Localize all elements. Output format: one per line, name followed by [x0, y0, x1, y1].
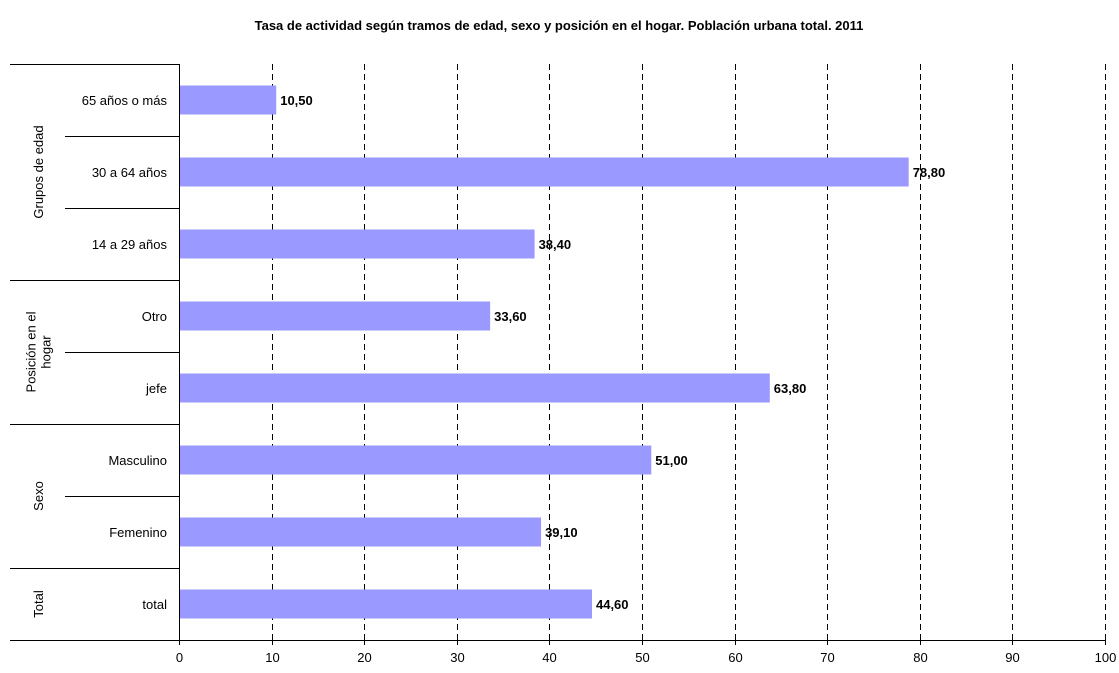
data-label: 78,80 — [913, 165, 946, 180]
category-label: Otro — [142, 309, 167, 324]
category-label: total — [142, 597, 167, 612]
bar — [179, 85, 277, 115]
group-label-line: Grupos de edad — [31, 125, 46, 218]
x-tick-label: 50 — [635, 650, 649, 665]
category-label: 14 a 29 años — [92, 237, 168, 252]
data-label: 39,10 — [545, 525, 578, 540]
data-label: 33,60 — [494, 309, 527, 324]
category-label: 65 años o más — [82, 93, 168, 108]
x-tick-label: 10 — [265, 650, 279, 665]
axes-layer — [10, 64, 1106, 645]
bar — [179, 445, 652, 475]
x-tick-label: 90 — [1005, 650, 1019, 665]
category-label: jefe — [145, 381, 167, 396]
x-tick-label: 100 — [1095, 650, 1117, 665]
group-label: Posición en el hogar — [24, 311, 54, 392]
x-tick-label: 70 — [820, 650, 834, 665]
group-label-line: hogar — [39, 335, 54, 369]
bar — [179, 517, 542, 547]
bar — [179, 301, 491, 331]
group-label-line: Sexo — [31, 481, 46, 511]
bars-layer — [179, 85, 909, 619]
labels-layer: 0 10 20 30 40 50 60 70 80 90 100 10,50 65 años o más… — [24, 93, 1117, 665]
data-label: 63,80 — [774, 381, 807, 396]
x-tick-label: 0 — [176, 650, 183, 665]
bar — [179, 229, 535, 259]
bar — [179, 373, 770, 403]
group-label-line: Total — [31, 590, 46, 618]
chart-title: Tasa de actividad según tramos de edad, … — [255, 18, 864, 33]
x-tick-label: 30 — [450, 650, 464, 665]
x-tick-label: 60 — [728, 650, 742, 665]
data-label: 38,40 — [539, 237, 572, 252]
x-tick-label: 40 — [542, 650, 556, 665]
group-label: Sexo — [31, 481, 46, 511]
x-tick-label: 20 — [357, 650, 371, 665]
category-label: Femenino — [109, 525, 167, 540]
group-label-line: Posición en el — [24, 311, 39, 392]
x-tick-label: 80 — [913, 650, 927, 665]
group-label: Total — [31, 590, 46, 618]
grid-layer — [272, 64, 1106, 640]
category-label: Masculino — [108, 453, 167, 468]
bar — [179, 157, 909, 187]
bar — [179, 589, 592, 619]
category-label: 30 a 64 años — [92, 165, 168, 180]
data-label: 10,50 — [280, 93, 313, 108]
data-label: 51,00 — [655, 453, 688, 468]
data-label: 44,60 — [596, 597, 629, 612]
group-label: Grupos de edad — [31, 125, 46, 218]
